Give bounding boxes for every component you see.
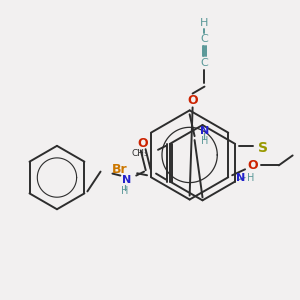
Text: H: H [247, 172, 255, 182]
Text: N: N [200, 126, 209, 136]
Text: O: O [187, 94, 198, 107]
Text: CH₃: CH₃ [132, 149, 148, 158]
Text: N: N [122, 175, 131, 184]
Text: S: S [258, 141, 268, 155]
Text: O: O [138, 137, 148, 150]
Text: C: C [201, 34, 208, 44]
Text: H: H [201, 136, 208, 146]
Text: N: N [236, 172, 246, 182]
Text: Br: Br [112, 163, 127, 176]
Text: O: O [248, 159, 258, 172]
Text: H: H [200, 18, 209, 28]
Text: H: H [121, 186, 128, 197]
Text: C: C [201, 58, 208, 68]
